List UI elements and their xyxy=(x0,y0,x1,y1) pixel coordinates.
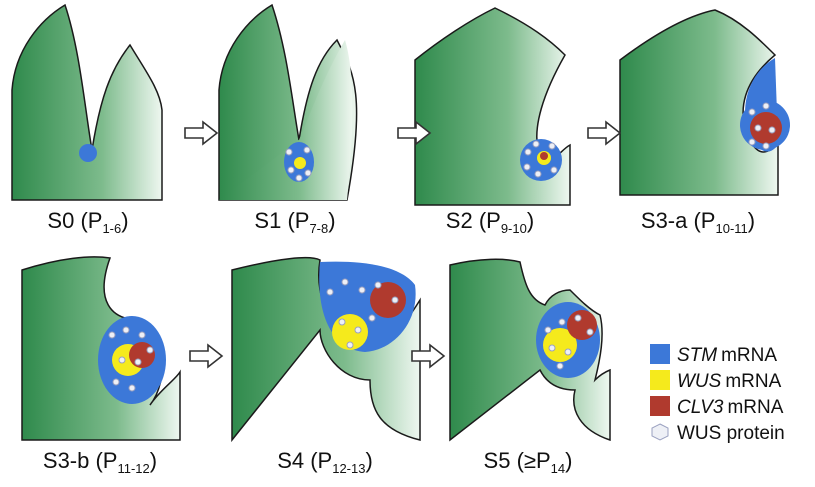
legend-gene: WUS xyxy=(677,371,722,392)
stage-sub: 14 xyxy=(551,461,565,476)
stage-name: S4 (P xyxy=(277,448,332,473)
legend-kind: mRNA xyxy=(727,397,783,418)
stage-name: S3-b (P xyxy=(43,448,118,473)
stage-sub: 1-6 xyxy=(102,221,121,236)
stage-close: ) xyxy=(150,448,157,473)
legend-kind: mRNA xyxy=(721,345,777,366)
stage-sub: 9-10 xyxy=(501,221,527,236)
stage-name: S1 (P xyxy=(254,208,309,233)
stage-s1 xyxy=(219,5,357,200)
stage-close: ) xyxy=(527,208,534,233)
stage-label: S4 (P12-13) xyxy=(277,448,373,476)
stage-label: S3-b (P11-12) xyxy=(43,448,157,476)
legend xyxy=(650,344,670,440)
legend-swatch xyxy=(652,424,668,440)
legend-swatch xyxy=(650,370,670,390)
legend-swatch xyxy=(650,344,670,364)
stage-s3a xyxy=(620,10,790,195)
stage-s2 xyxy=(415,8,570,205)
stage-sub: 7-8 xyxy=(309,221,328,236)
stage-s5 xyxy=(450,259,610,440)
stage-close: ) xyxy=(121,208,128,233)
legend-kind: WUS protein xyxy=(677,423,785,444)
stage-close: ) xyxy=(365,448,372,473)
stage-name: S3-a (P xyxy=(641,208,716,233)
stage-sub: 12-13 xyxy=(332,461,365,476)
legend-kind: mRNA xyxy=(725,371,781,392)
stage-label: S3-a (P10-11) xyxy=(641,208,755,236)
stage-close: ) xyxy=(565,448,572,473)
stage-name: S2 (P xyxy=(446,208,501,233)
stage-s0 xyxy=(12,5,162,200)
stage-name: S5 (≥P xyxy=(484,448,551,473)
stage-label: S0 (P1-6) xyxy=(47,208,128,236)
stage-sub: 11-12 xyxy=(117,461,149,476)
stage-s4 xyxy=(232,258,420,440)
stage-name: S0 (P xyxy=(47,208,102,233)
stage-label: S1 (P7-8) xyxy=(254,208,335,236)
stage-label: S5 (≥P14) xyxy=(484,448,573,476)
stage-close: ) xyxy=(748,208,755,233)
diagram: S0 (P1-6)S1 (P7-8)S2 (P9-10)S3-a (P10-11… xyxy=(0,0,815,487)
stage-label: S2 (P9-10) xyxy=(446,208,534,236)
stage-s3b xyxy=(22,257,180,440)
legend-swatch xyxy=(650,396,670,416)
stage-close: ) xyxy=(328,208,335,233)
legend-label: WUS protein xyxy=(677,423,785,444)
legend-gene: CLV3 xyxy=(677,397,724,418)
legend-gene: STM xyxy=(677,345,717,366)
stage-sub: 10-11 xyxy=(715,221,747,236)
